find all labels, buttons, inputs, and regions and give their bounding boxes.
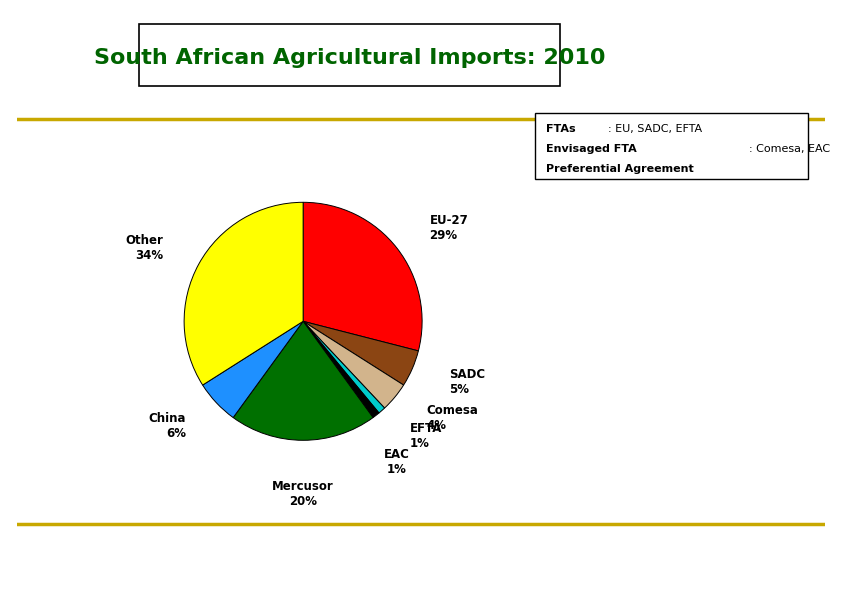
FancyBboxPatch shape	[139, 24, 560, 86]
Wedge shape	[303, 321, 379, 418]
Wedge shape	[203, 321, 303, 418]
Text: SADC
5%: SADC 5%	[449, 368, 485, 396]
Text: FTAs: FTAs	[546, 124, 575, 134]
Wedge shape	[303, 202, 422, 351]
Text: EAC
1%: EAC 1%	[384, 447, 409, 475]
Text: EFTA
1%: EFTA 1%	[410, 421, 442, 450]
Wedge shape	[303, 321, 385, 413]
Text: Envisaged FTA: Envisaged FTA	[546, 144, 637, 154]
Text: Preferential Agreement: Preferential Agreement	[546, 164, 693, 174]
FancyBboxPatch shape	[535, 113, 808, 178]
Text: EU-27
29%: EU-27 29%	[429, 214, 468, 242]
Text: Mercusor
20%: Mercusor 20%	[272, 480, 334, 508]
Text: Comesa
4%: Comesa 4%	[426, 405, 478, 433]
Wedge shape	[303, 321, 403, 408]
Wedge shape	[303, 321, 418, 385]
Text: : Comesa, EAC: : Comesa, EAC	[749, 144, 829, 154]
Text: South African Agricultural Imports: 2010: South African Agricultural Imports: 2010	[93, 48, 605, 68]
Wedge shape	[184, 202, 303, 385]
Text: Other
34%: Other 34%	[125, 234, 163, 262]
Wedge shape	[233, 321, 373, 440]
Text: : EU, SADC, EFTA: : EU, SADC, EFTA	[608, 124, 702, 134]
Text: China
6%: China 6%	[149, 412, 186, 440]
